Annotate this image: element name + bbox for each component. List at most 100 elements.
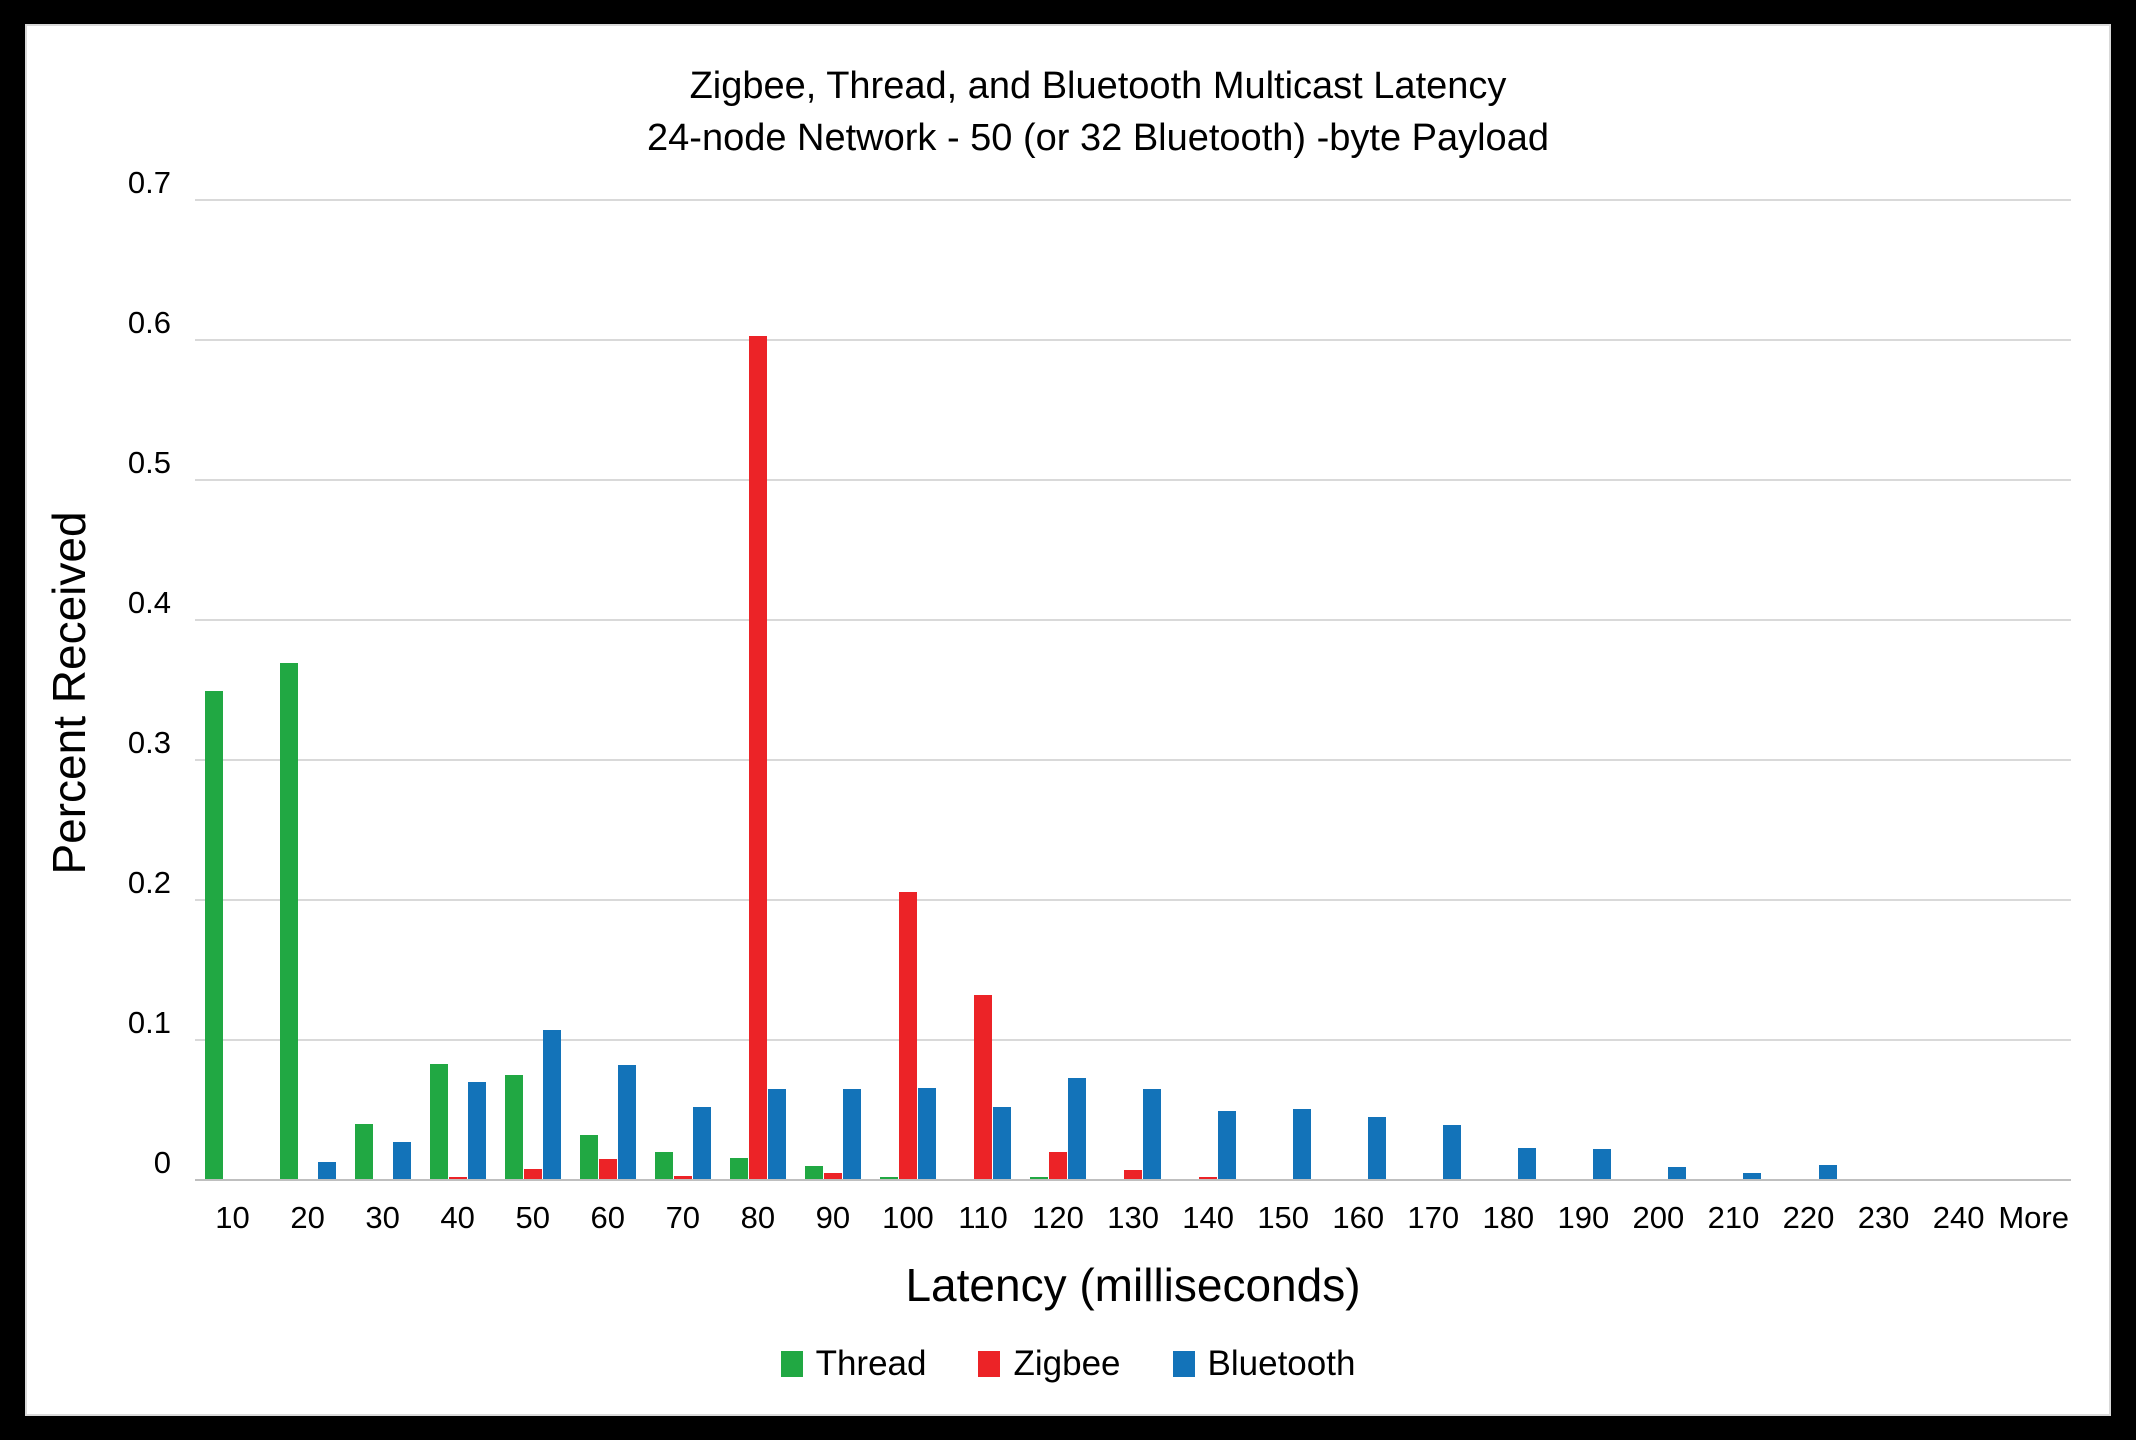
x-tick-label: 40 bbox=[440, 1200, 475, 1235]
category-group-150: 150 bbox=[1246, 200, 1321, 1235]
chart-title-line1: Zigbee, Thread, and Bluetooth Multicast … bbox=[689, 65, 1507, 107]
bar-cluster bbox=[1471, 200, 1546, 1180]
bar-thread-90 bbox=[804, 1166, 823, 1180]
category-group-40: 40 bbox=[420, 200, 495, 1235]
bar-thread-50 bbox=[504, 1075, 523, 1180]
category-group-170: 170 bbox=[1396, 200, 1471, 1235]
bar-zigbee-140 bbox=[1199, 1177, 1218, 1180]
gridline bbox=[195, 1039, 2071, 1042]
bar-cluster bbox=[1621, 200, 1696, 1180]
bar-zigbee-70 bbox=[673, 1175, 692, 1180]
chart-title: Zigbee, Thread, and Bluetooth Multicast … bbox=[97, 60, 2099, 164]
chart-panel: Zigbee, Thread, and Bluetooth Multicast … bbox=[25, 24, 2111, 1416]
category-group-230: 230 bbox=[1846, 200, 1921, 1235]
bar-bluetooth-190 bbox=[1593, 1149, 1612, 1180]
plot-area: 10 20 30 40 50 60 70 80 90 100 110 120 130 140 150 160 1… bbox=[128, 165, 2071, 1235]
chart-title-line2: 24-node Network - 50 (or 32 Bluetooth) -… bbox=[647, 117, 1549, 159]
category-group-120: 120 bbox=[1021, 200, 1096, 1235]
bar-cluster bbox=[1396, 200, 1471, 1180]
category-group-80: 80 bbox=[720, 200, 795, 1235]
category-group-10: 10 bbox=[195, 200, 270, 1235]
bar-zigbee-120 bbox=[1049, 1152, 1068, 1180]
bar-zigbee-60 bbox=[598, 1159, 617, 1180]
y-tick-label: 0.6 bbox=[127, 305, 171, 340]
bar-bluetooth-180 bbox=[1518, 1147, 1537, 1180]
bar-bluetooth-140 bbox=[1218, 1111, 1237, 1180]
bar-bluetooth-150 bbox=[1293, 1108, 1312, 1180]
category-group-110: 110 bbox=[945, 200, 1020, 1235]
bar-cluster bbox=[270, 200, 345, 1180]
category-group-140: 140 bbox=[1171, 200, 1246, 1235]
bar-bluetooth-40 bbox=[467, 1082, 486, 1180]
x-tick-label: 140 bbox=[1182, 1200, 1234, 1235]
x-tick-label: 210 bbox=[1707, 1200, 1760, 1235]
x-tick-label: 110 bbox=[958, 1200, 1008, 1235]
bar-cluster bbox=[1771, 200, 1846, 1180]
category-group-200: 200 bbox=[1621, 200, 1696, 1235]
legend-swatch-zigbee bbox=[978, 1351, 1001, 1377]
bar-cluster bbox=[195, 200, 270, 1180]
bar-cluster bbox=[1021, 200, 1096, 1180]
legend-label-thread: Thread bbox=[815, 1344, 927, 1383]
bar-zigbee-110 bbox=[973, 995, 992, 1180]
bar-thread-30 bbox=[354, 1124, 373, 1180]
bar-bluetooth-200 bbox=[1668, 1167, 1687, 1180]
x-tick-label: 170 bbox=[1407, 1200, 1460, 1235]
x-tick-label: 230 bbox=[1857, 1200, 1910, 1235]
bar-cluster bbox=[870, 200, 945, 1180]
x-tick-label: 90 bbox=[815, 1200, 851, 1235]
legend-swatch-bluetooth bbox=[1172, 1351, 1195, 1377]
x-tick-label: 220 bbox=[1782, 1200, 1835, 1235]
bar-zigbee-80 bbox=[748, 335, 767, 1180]
bar-cluster bbox=[1696, 200, 1771, 1180]
bar-thread-70 bbox=[654, 1152, 673, 1180]
y-tick-label: 0.1 bbox=[127, 1005, 171, 1041]
legend-item-zigbee: Zigbee bbox=[978, 1344, 1121, 1384]
bar-cluster bbox=[345, 200, 420, 1180]
bar-bluetooth-160 bbox=[1368, 1117, 1387, 1180]
x-tick-label: 120 bbox=[1032, 1200, 1084, 1235]
bar-cluster bbox=[1996, 200, 2071, 1180]
x-tick-label: 10 bbox=[215, 1200, 250, 1235]
bar-cluster bbox=[1546, 200, 1621, 1180]
x-tick-label: 50 bbox=[515, 1200, 550, 1235]
bar-cluster bbox=[1246, 200, 1321, 1180]
y-tick-label: 0.2 bbox=[127, 865, 171, 901]
gridline bbox=[195, 619, 2071, 622]
y-axis-title: Percent Received bbox=[43, 511, 95, 875]
category-group-20: 20 bbox=[270, 200, 345, 1235]
x-tick-label: 200 bbox=[1632, 1200, 1685, 1235]
category-group-160: 160 bbox=[1321, 200, 1396, 1235]
category-group-50: 50 bbox=[495, 200, 570, 1235]
x-tick-label: 30 bbox=[365, 1200, 400, 1235]
gridline bbox=[195, 479, 2071, 481]
x-tick-label: 20 bbox=[290, 1200, 325, 1235]
bar-cluster bbox=[1171, 200, 1246, 1180]
bar-cluster bbox=[645, 200, 720, 1180]
category-group-60: 60 bbox=[570, 200, 645, 1235]
bar-cluster bbox=[1921, 200, 1996, 1180]
category-group-130: 130 bbox=[1096, 200, 1171, 1235]
legend-label-zigbee: Zigbee bbox=[1013, 1344, 1121, 1383]
legend-label-bluetooth: Bluetooth bbox=[1207, 1344, 1356, 1383]
gridline bbox=[195, 759, 2071, 761]
x-tick-label: 150 bbox=[1257, 1200, 1310, 1235]
bar-zigbee-40 bbox=[448, 1177, 467, 1180]
bar-bluetooth-30 bbox=[392, 1142, 411, 1180]
legend-swatch-thread bbox=[780, 1351, 803, 1377]
x-tick-label: 180 bbox=[1482, 1200, 1535, 1235]
bar-zigbee-90 bbox=[823, 1173, 842, 1180]
bar-cluster bbox=[720, 200, 795, 1180]
bar-bluetooth-110 bbox=[992, 1107, 1011, 1180]
y-tick-label: 0.3 bbox=[127, 725, 171, 760]
x-tick-label: 70 bbox=[665, 1200, 701, 1235]
bar-cluster bbox=[1846, 200, 1921, 1180]
bar-bluetooth-90 bbox=[842, 1089, 861, 1180]
bar-bluetooth-20 bbox=[317, 1161, 336, 1180]
x-axis-line bbox=[195, 1179, 2071, 1181]
x-tick-label: 160 bbox=[1332, 1200, 1385, 1235]
bar-thread-20 bbox=[279, 663, 298, 1180]
bar-cluster bbox=[420, 200, 495, 1180]
bar-cluster bbox=[795, 200, 870, 1180]
y-tick-label: 0 bbox=[153, 1145, 171, 1180]
